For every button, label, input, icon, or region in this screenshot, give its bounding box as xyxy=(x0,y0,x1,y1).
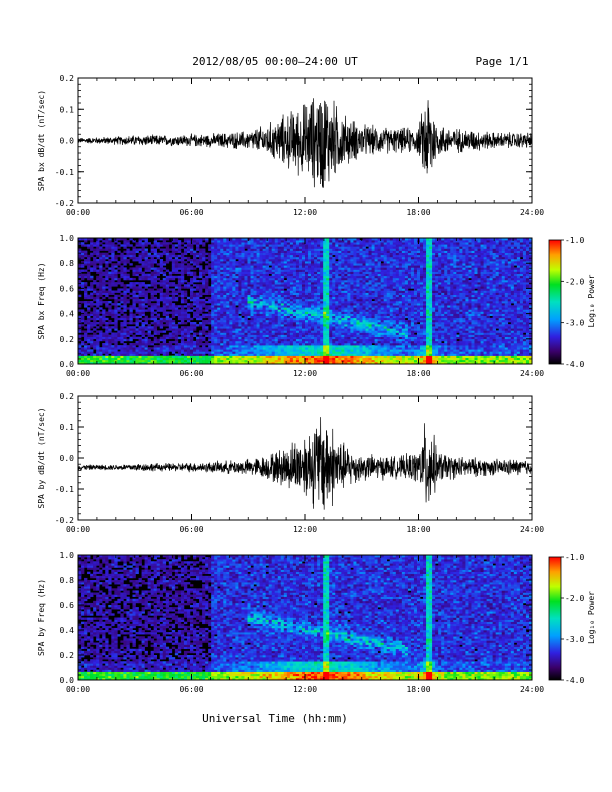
colorbar: -1.0 -2.0 -3.0 -4.0 Log₁₀ Power xyxy=(548,236,596,369)
y-axis-label: SPA bx dB/dt (nT/sec) xyxy=(37,90,46,191)
panel-1: 0.2 0.1 0.0 -0.1 -0.200:00 06:00 12:00 18:00 24:… xyxy=(37,74,544,217)
x-tick-label: 24:00 xyxy=(520,369,544,378)
y-tick-label: -0.2 xyxy=(55,199,74,208)
x-tick-label: 18:00 xyxy=(406,208,430,217)
series-line xyxy=(78,417,532,510)
colorbar-tick-label: -2.0 xyxy=(565,594,584,603)
y-tick-label: 0.1 xyxy=(60,423,75,432)
x-tick-label: 00:00 xyxy=(66,369,90,378)
y-tick-label: 0.2 xyxy=(60,392,75,401)
x-tick-label: 24:00 xyxy=(520,208,544,217)
page-title: 2012/08/05 00:00–24:00 UT xyxy=(192,55,358,68)
colorbar-tick-label: -3.0 xyxy=(565,319,584,328)
colorbar-tick-label: -3.0 xyxy=(565,635,584,644)
colorbar-label: Log₁₀ Power xyxy=(587,274,596,327)
y-tick-label: 0.4 xyxy=(60,626,75,635)
x-tick-label: 06:00 xyxy=(179,208,203,217)
panel-3: 0.2 0.1 0.0 -0.1 -0.200:00 06:00 12:00 18:00 24:… xyxy=(37,392,544,534)
x-tick-label: 00:00 xyxy=(66,685,90,694)
spectrogram xyxy=(78,555,532,680)
y-tick-label: 0.2 xyxy=(60,74,75,83)
y-tick-label: -0.1 xyxy=(55,485,74,494)
y-tick-label: 0.1 xyxy=(60,105,75,114)
x-tick-label: 00:00 xyxy=(66,208,90,217)
x-tick-label: 06:00 xyxy=(179,685,203,694)
x-tick-label: 12:00 xyxy=(293,685,317,694)
y-tick-label: -0.2 xyxy=(55,516,74,525)
y-tick-label: 0.8 xyxy=(60,576,75,585)
y-tick-label: 0.0 xyxy=(60,454,75,463)
x-tick-label: 06:00 xyxy=(179,369,203,378)
page-number: Page 1/1 xyxy=(476,55,529,68)
y-tick-label: 1.0 xyxy=(60,551,75,560)
x-tick-label: 24:00 xyxy=(520,525,544,534)
x-tick-label: 24:00 xyxy=(520,685,544,694)
colorbar-tick-label: -1.0 xyxy=(565,553,584,562)
y-tick-label: 0.2 xyxy=(60,651,75,660)
y-tick-label: 0.0 xyxy=(60,676,75,685)
colorbar-tick-label: -2.0 xyxy=(565,277,584,286)
y-tick-label: 0.4 xyxy=(60,310,75,319)
y-tick-label: 0.6 xyxy=(60,601,75,610)
x-tick-label: 12:00 xyxy=(293,369,317,378)
x-tick-label: 18:00 xyxy=(406,685,430,694)
x-tick-label: 12:00 xyxy=(293,525,317,534)
spectrogram xyxy=(78,238,532,364)
x-tick-label: 00:00 xyxy=(66,525,90,534)
series-line xyxy=(78,98,532,188)
x-tick-label: 18:00 xyxy=(406,369,430,378)
colorbar-tick-label: -4.0 xyxy=(565,360,584,369)
y-axis-label: SPA by Freq (Hz) xyxy=(37,579,46,656)
x-tick-label: 06:00 xyxy=(179,525,203,534)
y-tick-label: 1.0 xyxy=(60,234,75,243)
x-axis-label: Universal Time (hh:mm) xyxy=(202,712,348,725)
y-tick-label: 0.0 xyxy=(60,360,75,369)
colorbar-tick-label: -4.0 xyxy=(565,676,584,685)
colorbar: -1.0 -2.0 -3.0 -4.0 Log₁₀ Power xyxy=(548,553,596,685)
y-axis-label: SPA bx Freq (Hz) xyxy=(37,262,46,339)
x-tick-label: 12:00 xyxy=(293,208,317,217)
colorbar-label: Log₁₀ Power xyxy=(587,591,596,644)
colorbar-tick-label: -1.0 xyxy=(565,236,584,245)
y-tick-label: -0.1 xyxy=(55,168,74,177)
y-tick-label: 0.2 xyxy=(60,335,75,344)
y-axis-label: SPA by dB/dt (nT/sec) xyxy=(37,407,46,508)
x-tick-label: 18:00 xyxy=(406,525,430,534)
panel-4: 1.0 0.8 0.6 0.4 0.2 0.000:00 06:00 12:00 18:00 24… xyxy=(37,551,544,694)
y-tick-label: 0.0 xyxy=(60,137,75,146)
y-tick-label: 0.8 xyxy=(60,259,75,268)
panel-2: 1.0 0.8 0.6 0.4 0.2 0.000:00 06:00 12:00 18:00 24… xyxy=(37,234,544,378)
y-tick-label: 0.6 xyxy=(60,284,75,293)
